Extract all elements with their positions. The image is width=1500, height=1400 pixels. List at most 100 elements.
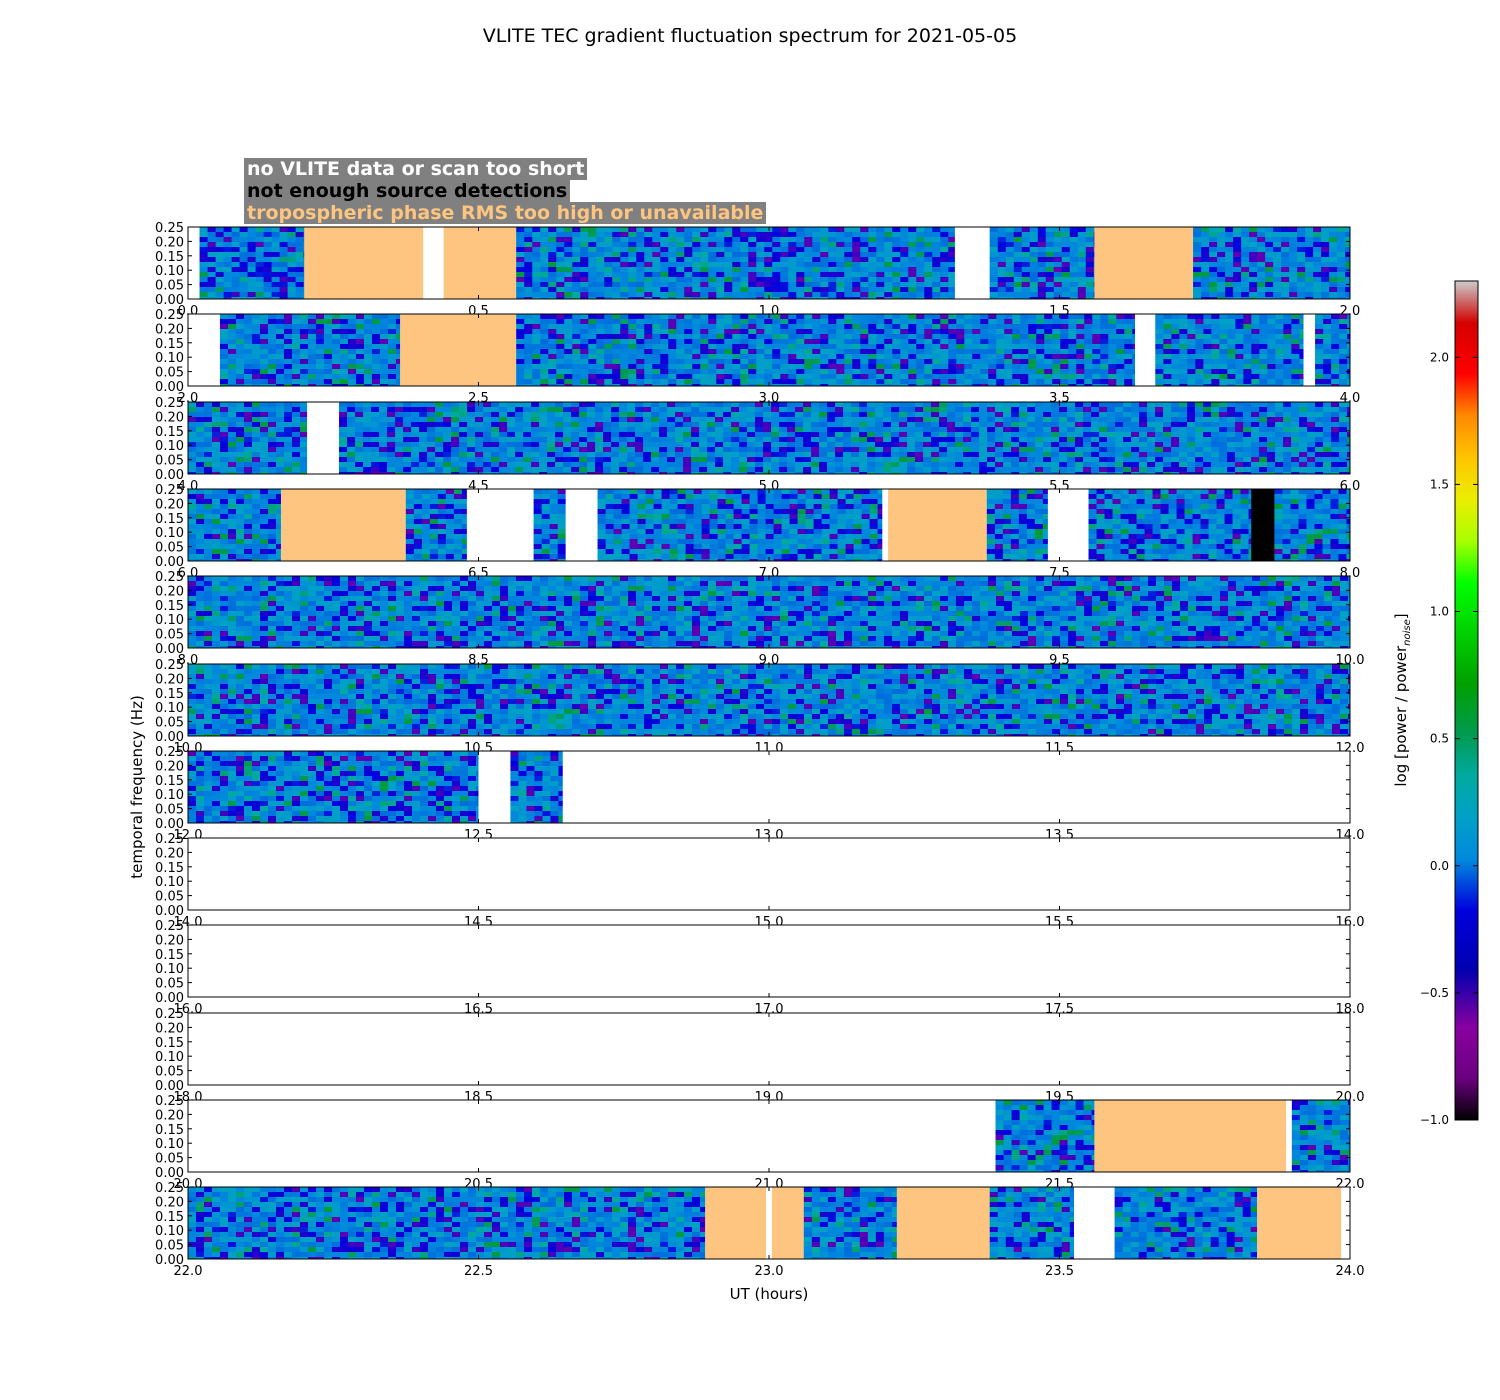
colorbar-tick-label: 1.5 [1430,477,1449,491]
y-tick-label: 0.25 [155,483,184,498]
y-tick-label: 0.00 [155,1079,184,1094]
spectrum-data-segment [188,402,308,475]
spectrum-data-segment [995,1100,1095,1173]
y-tick-label: 0.25 [155,658,184,673]
y-tick-label: 0.25 [155,1094,184,1109]
spectrum-panel: 0.000.050.100.150.200.25 22.0 22.5 23.0 23.5… [155,1181,1364,1279]
spectrum-data-segment [188,1187,706,1260]
y-tick-label: 0.10 [155,1137,184,1152]
x-axis-label: UT (hours) [730,1285,809,1303]
y-tick-label: 0.00 [155,468,184,483]
spectrum-data-segment [1114,1187,1258,1260]
y-tick-label: 0.00 [155,1166,184,1181]
y-tick-label: 0.10 [155,526,184,541]
y-tick-label: 0.05 [155,977,184,992]
y-tick-label: 0.10 [155,701,184,716]
y-tick-label: 0.00 [155,991,184,1006]
y-tick-label: 0.05 [155,803,184,818]
legend-tropospheric: tropospheric phase RMS too high or unava… [244,202,767,224]
flag-segment-nodata [478,751,511,823]
flag-segment-nodata [188,314,220,386]
spectrum-data-segment [1274,489,1351,562]
flag-segment-tropo [1257,1187,1342,1259]
colorbar: −1.0 −0.5 0.0 0.5 1.0 1.5 2.0 [1420,280,1479,1127]
spectrum-data-segment [188,751,479,824]
colorbar-tick-label: 2.0 [1430,350,1449,364]
y-tick-label: 0.20 [155,410,184,425]
spectrum-data-segment [803,1187,898,1260]
y-tick-label: 0.00 [155,817,184,832]
y-tick-label: 0.20 [155,672,184,687]
y-tick-label: 0.05 [155,716,184,731]
y-tick-label: 0.05 [155,279,184,294]
y-tick-label: 0.10 [155,875,184,890]
spectrum-data-segment [1193,227,1351,300]
y-axis-label: temporal frequency (Hz) [128,695,146,879]
flag-segment-nodata [1286,1100,1292,1172]
y-tick-label: 0.05 [155,1152,184,1167]
spectrum-data-segment [199,227,305,300]
y-tick-label: 0.15 [155,774,184,789]
spectrum-panel: 0.000.050.100.150.200.258.0 8.5 9.0 9.5 10.0 [155,570,1364,668]
colorbar-tick-label: −1.0 [1420,1113,1449,1127]
y-tick-label: 0.25 [155,919,184,934]
flag-segment-tropo [304,227,424,299]
y-tick-label: 0.15 [155,687,184,702]
flag-segment-tropo [1094,1100,1287,1172]
flag-segment-tropo [896,1187,990,1259]
flag-segment-tropo [1094,227,1194,299]
flag-segment-nodata [1341,1187,1350,1259]
y-tick-label: 0.00 [155,730,184,745]
y-tick-label: 0.00 [155,293,184,308]
spectrum-data-segment [516,314,1136,387]
y-tick-label: 0.20 [155,933,184,948]
y-tick-label: 0.20 [155,235,184,250]
y-tick-label: 0.10 [155,351,184,366]
y-tick-label: 0.15 [155,861,184,876]
y-tick-label: 0.15 [155,512,184,527]
flag-segment-nodata [1074,1187,1115,1259]
y-tick-label: 0.10 [155,1050,184,1065]
y-tick-label: 0.20 [155,497,184,512]
y-tick-label: 0.10 [155,962,184,977]
flag-segment-nodata [307,402,340,474]
flag-segment-tropo [280,489,406,561]
y-tick-label: 0.10 [155,613,184,628]
colorbar-gradient [1454,280,1479,1121]
y-tick-label: 0.25 [155,396,184,411]
panels: 0.000.050.100.150.200.250.0 0.5 1.0 1.5 2.00… [155,221,1364,1279]
flag-segment-tropo [400,314,517,386]
flag-segment-nodata [188,1013,1350,1085]
flag-segment-nodata [466,489,534,561]
flag-segment-nodata [188,1100,996,1172]
y-tick-label: 0.00 [155,555,184,570]
y-tick-label: 0.05 [155,628,184,643]
spectrum-data-segment [1088,489,1252,562]
y-tick-label: 0.10 [155,788,184,803]
legend-no-data: no VLITE data or scan too short [244,158,588,180]
spectrum-data-segment [597,489,883,562]
y-tick-label: 0.15 [155,599,184,614]
colorbar-tick-label: 0.5 [1430,732,1449,746]
y-tick-label: 0.20 [155,1108,184,1123]
y-tick-label: 0.25 [155,308,184,323]
y-tick-label: 0.05 [155,541,184,556]
flag-segment-nodata [882,489,889,561]
y-tick-label: 0.15 [155,1036,184,1051]
y-tick-label: 0.05 [155,366,184,381]
flag-segment-tropo [888,489,987,561]
y-tick-label: 0.15 [155,1123,184,1138]
flag-segment-nodetect [1251,489,1275,561]
flag-segment-nodata [1135,314,1156,386]
spectrum-data-segment [986,489,1049,562]
spectrum-data-segment [188,664,1351,737]
y-tick-label: 0.20 [155,584,184,599]
legend-no-detections: not enough source detections [244,180,571,202]
flag-segment-nodata [562,751,1350,823]
chart-title: VLITE TEC gradient fluctuation spectrum … [482,25,1018,47]
x-tick-label: 22.5 [464,1264,493,1279]
flag-segment-tropo [443,227,517,299]
